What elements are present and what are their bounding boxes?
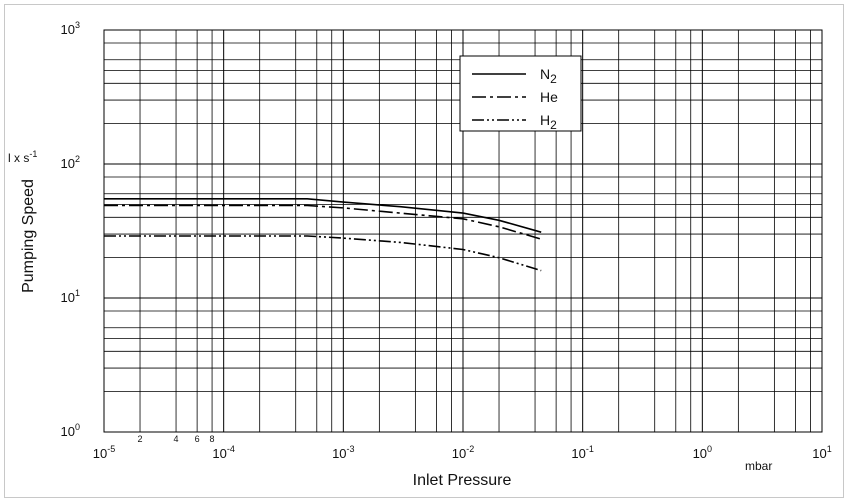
x-tick-label: 10-4 <box>212 444 234 461</box>
y-tick-labels: 100 101 102 103 <box>61 20 80 439</box>
x-axis-label: Inlet Pressure <box>413 472 512 489</box>
plot-border <box>103 29 823 433</box>
x-tick-label: 10-3 <box>332 444 354 461</box>
series-line-he <box>104 204 542 240</box>
y-axis-label: Pumping Speed <box>20 179 37 293</box>
legend-label-he: He <box>540 89 558 105</box>
y-unit-label: l x s-1 <box>8 149 37 165</box>
y-tick-label: 101 <box>61 288 80 305</box>
series-line-n2 <box>104 198 542 233</box>
legend-label-h2: H2 <box>540 112 557 132</box>
legend-box <box>459 55 582 132</box>
x-tick-labels: 10-5 10-4 10-3 10-2 10-1 100 101 2 4 6 8 <box>93 434 832 461</box>
y-tick-label: 100 <box>61 422 80 439</box>
x-tick-label: 101 <box>812 444 831 461</box>
x-minor-tick-label: 6 <box>195 434 200 444</box>
y-tick-label: 103 <box>61 20 80 37</box>
x-tick-label: 100 <box>693 444 712 461</box>
x-tick-label: 10-2 <box>452 444 474 461</box>
x-minor-tick-label: 8 <box>210 434 215 444</box>
legend: N2 He H2 <box>459 55 582 132</box>
x-tick-label: 10-5 <box>93 444 115 461</box>
x-minor-tick-label: 4 <box>174 434 179 444</box>
chart-frame <box>4 4 844 498</box>
series-line-h2 <box>104 235 542 272</box>
series-group <box>104 198 542 272</box>
x-unit-label: mbar <box>745 459 772 473</box>
y-unit-exponent: -1 <box>29 149 37 159</box>
y-unit-text: l x s <box>8 151 29 165</box>
x-tick-label: 10-1 <box>571 444 593 461</box>
legend-label-n2: N2 <box>540 66 557 86</box>
y-tick-label: 102 <box>61 154 80 171</box>
x-minor-tick-label: 2 <box>138 434 143 444</box>
